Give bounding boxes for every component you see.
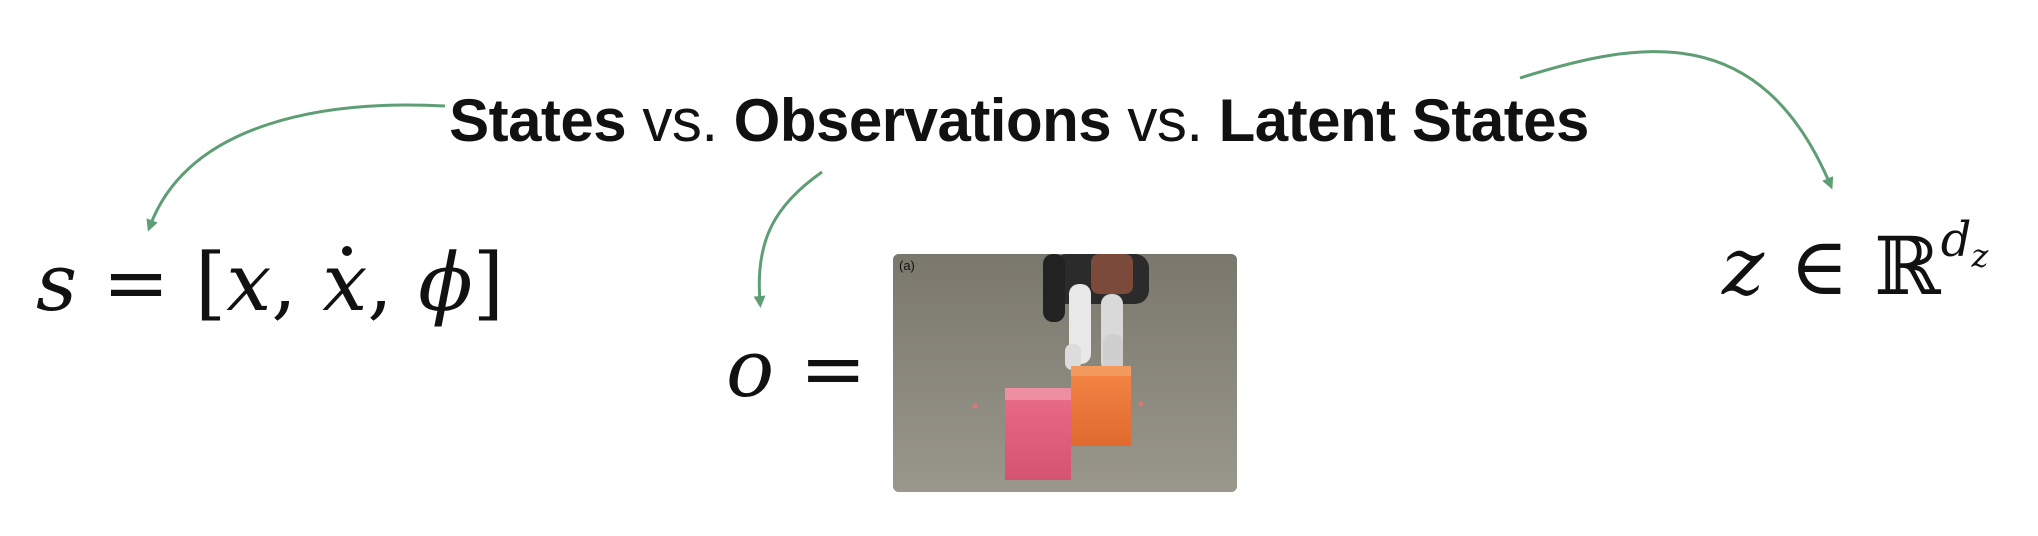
observation-equation: o = (726, 322, 867, 415)
state-position: x (226, 236, 272, 329)
latent-equation: z ∈ ℝdz (1722, 212, 1988, 313)
state-comma-2: , (367, 236, 393, 329)
title-latent-states: Latent States (1218, 87, 1590, 154)
title-vs-1: vs. (642, 87, 718, 154)
pink-cube (1005, 396, 1071, 480)
state-comma-1: , (271, 236, 297, 329)
arrow-to-state (146, 103, 446, 232)
state-close-bracket: ] (472, 236, 504, 329)
state-angle: ϕ (418, 236, 473, 329)
latent-dim-d: d (1940, 212, 1972, 269)
latent-dim-sub: z (1971, 236, 1989, 275)
observation-image: (a) (893, 254, 1237, 492)
state-equals: = (102, 236, 170, 329)
orange-cube (1071, 372, 1131, 446)
latent-dimension: dz (1940, 212, 1989, 275)
title-observations: Observations (733, 87, 1112, 154)
image-label: (a) (899, 258, 915, 273)
robot-scene (893, 254, 1237, 492)
state-symbol: s (36, 236, 78, 329)
title-vs-2: vs. (1127, 87, 1203, 154)
real-space-symbol: ℝ (1874, 220, 1941, 313)
latent-symbol: z (1722, 220, 1765, 313)
arrow-to-observation (753, 170, 823, 308)
arrow-to-latent (1519, 50, 1834, 190)
observation-equals: = (799, 322, 867, 415)
diagram-title: States vs. Observations vs. Latent State… (0, 86, 2038, 155)
state-velocity: x (322, 236, 368, 329)
state-equation: s = [x, x, ϕ] (36, 236, 504, 329)
element-of-symbol: ∈ (1789, 220, 1849, 313)
observation-symbol: o (726, 322, 775, 415)
title-states: States (449, 87, 627, 154)
state-open-bracket: [ (194, 236, 227, 329)
